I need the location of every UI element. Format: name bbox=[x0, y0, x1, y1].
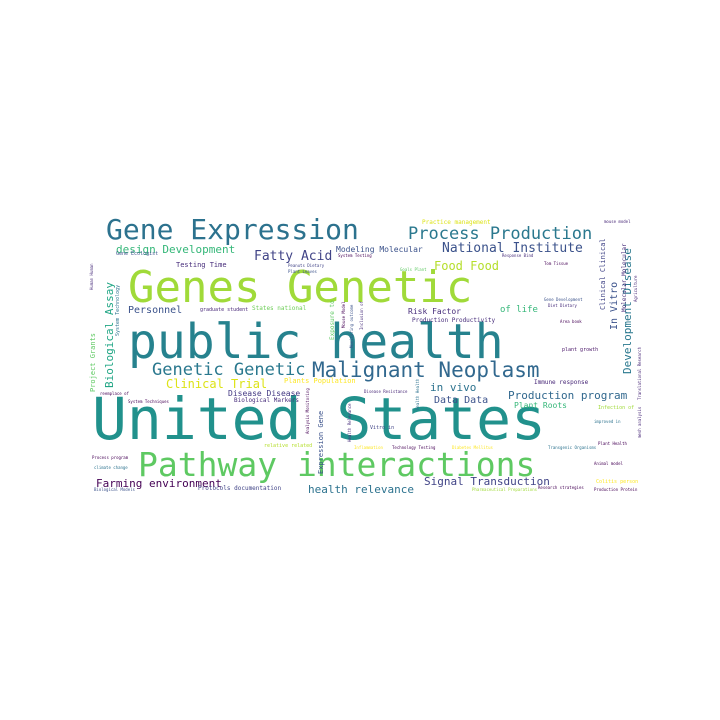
word: Area book bbox=[560, 319, 582, 324]
word-cloud: United States public health Genes Geneti… bbox=[88, 210, 648, 500]
word-vertical: Health Relevance bbox=[347, 403, 352, 442]
word-vertical: Monitoring outcome bbox=[349, 304, 354, 348]
word: Colitis person bbox=[596, 479, 639, 485]
word: mouse model bbox=[604, 219, 631, 224]
word: Production Protein bbox=[594, 487, 638, 492]
word: Risk Factor bbox=[408, 307, 461, 316]
word-vertical: Exposure to bbox=[329, 300, 336, 340]
word-vertical: Molecular Molecular bbox=[621, 243, 628, 312]
word: Plants Population bbox=[284, 377, 356, 385]
word: Pathway interactions bbox=[138, 445, 536, 484]
word: Farming environment bbox=[96, 477, 222, 490]
word: Genes Genetic bbox=[128, 262, 473, 313]
word: Animal model bbox=[594, 461, 623, 466]
word: Research strategies bbox=[538, 485, 584, 490]
word: States national bbox=[252, 305, 307, 312]
word-vertical: Project Grants bbox=[89, 332, 97, 392]
word: National Institute bbox=[442, 241, 583, 256]
word: Response Bind bbox=[502, 253, 534, 258]
word: Production program bbox=[508, 389, 628, 402]
word: System Testing bbox=[338, 253, 372, 258]
word: Tom Tissue bbox=[544, 261, 569, 266]
word: Genetic Genetic bbox=[152, 360, 306, 380]
word: Peanuts Dietary bbox=[288, 263, 325, 268]
word: Biological Models bbox=[94, 487, 135, 492]
word: reemplace of bbox=[100, 391, 129, 396]
word: Modeling Molecular bbox=[336, 245, 423, 254]
word: Immune response bbox=[534, 379, 589, 386]
word-vertical: Health Health bbox=[415, 378, 420, 410]
word: Signal Transduction bbox=[424, 475, 550, 488]
word: Protocols documentation bbox=[198, 485, 282, 492]
word: Data Data bbox=[434, 395, 489, 406]
word: Infection of bbox=[598, 405, 635, 411]
word-vertical: Inclusion of bbox=[359, 301, 364, 330]
word: Process program bbox=[92, 455, 129, 460]
word: plant growth bbox=[562, 347, 599, 353]
word: Pharmaceutical Preparations bbox=[472, 487, 538, 492]
word: improved in bbox=[594, 419, 621, 424]
word: Testing Time bbox=[176, 261, 227, 269]
word: health relevance bbox=[308, 483, 414, 496]
word: Clinical Trial bbox=[166, 377, 268, 391]
word: Practice management bbox=[422, 219, 491, 226]
word: Diet Dietary bbox=[548, 303, 577, 308]
word: Malignant Neoplasm bbox=[312, 358, 540, 382]
word: Plant Leaves bbox=[288, 269, 317, 274]
word: United States bbox=[92, 385, 546, 453]
word: Gene Development bbox=[544, 297, 583, 302]
word: System Techniques bbox=[128, 399, 169, 404]
word: Gene Expression bbox=[106, 213, 359, 246]
word: in vivo bbox=[430, 381, 477, 394]
word: graduate student bbox=[200, 307, 249, 313]
word: Disease Resistance bbox=[364, 389, 408, 394]
word-vertical: Biological Assay bbox=[103, 282, 116, 388]
word-vertical: In Vitro bbox=[609, 281, 620, 330]
word: Personnel bbox=[128, 305, 183, 316]
word: Food Food bbox=[434, 259, 500, 273]
word: public health bbox=[128, 314, 504, 370]
word: relative related bbox=[264, 443, 313, 449]
word: climate change bbox=[94, 465, 128, 470]
word: Disease Disease bbox=[228, 389, 301, 398]
word: Goals Plant bbox=[400, 267, 427, 272]
word: Diabetes Mellitus bbox=[452, 445, 493, 450]
word-vertical: Translational Research bbox=[637, 347, 642, 400]
word-vertical: Human Human bbox=[89, 263, 94, 291]
word-vertical: System Technology bbox=[115, 284, 121, 336]
word: Technology Testing bbox=[392, 445, 436, 450]
word: Fatty Acid bbox=[254, 249, 333, 264]
word-vertical: Clinical Clinical bbox=[599, 238, 607, 310]
word: Vitro in bbox=[370, 425, 395, 431]
word-vertical: Agriculture bbox=[633, 275, 638, 303]
word: Transgenic Organisms bbox=[548, 445, 597, 450]
word-vertical: Expression Gene bbox=[317, 410, 325, 474]
word: Gene Ecologist bbox=[116, 251, 159, 257]
word-vertical: Analysis Monitoring bbox=[305, 388, 310, 434]
word: Inflammation bbox=[354, 445, 383, 450]
word: Biological Markers bbox=[234, 397, 300, 404]
word: Production Productivity bbox=[412, 317, 496, 324]
word-vertical: Mouse Model bbox=[341, 301, 346, 329]
word-vertical: mesh analysis bbox=[637, 406, 642, 438]
word: of life bbox=[500, 305, 538, 315]
word: design Development bbox=[116, 243, 236, 256]
word: Plant Health bbox=[598, 441, 627, 446]
word: Process Production bbox=[408, 224, 593, 244]
word: Plant Roots bbox=[514, 401, 567, 410]
